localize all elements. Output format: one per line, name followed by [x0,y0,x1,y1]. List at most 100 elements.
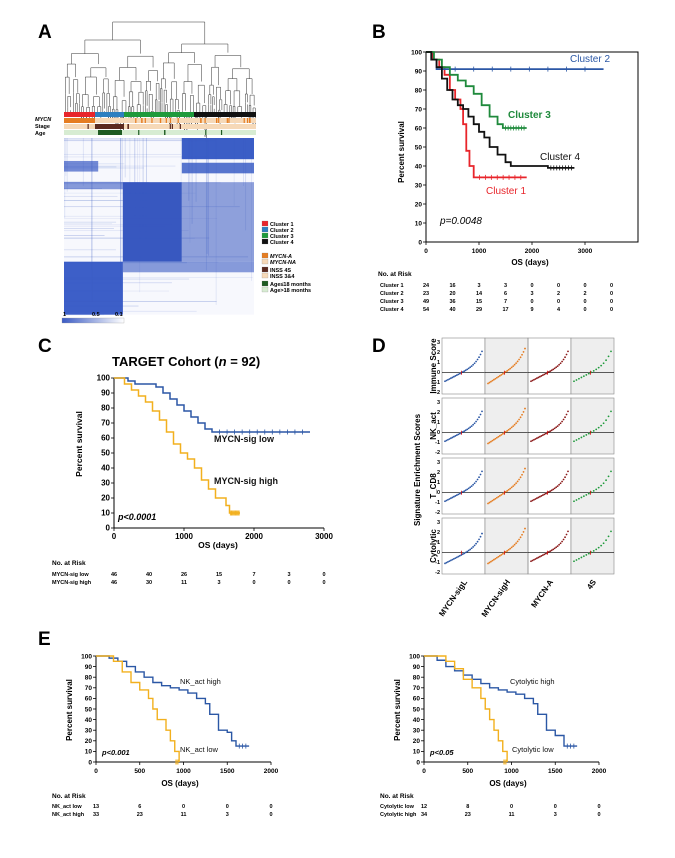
panel-d-point [507,368,510,371]
panel-d-point [562,418,565,421]
panel-d-point [575,499,578,501]
heatmap-scale-bar: 1 0.5 0.1 [61,312,125,324]
panel-d-point [558,363,561,366]
panel-d-point [495,376,498,379]
panel-d-cell [441,397,486,455]
risk-row-label: NK_act low [52,804,82,810]
y-tick-label: 100 [409,653,420,660]
panel-d-point [587,372,590,375]
risk-row-label: Cluster 1 [380,283,404,289]
panel-d-point [452,557,455,560]
x-tick-label: 0 [424,248,428,255]
panel-e2-xlabel: OS (days) [489,779,527,788]
risk-value: 6 [138,804,141,810]
heatmap-block [181,138,254,160]
heatmap-streak [64,188,103,189]
panel-d-point [506,489,509,492]
y-tick-label: 10 [101,508,110,517]
panel-d-point [555,366,558,369]
y-tick-label: 10 [415,220,423,227]
panel-d-point [455,434,458,437]
heatmap-streak [64,237,210,239]
risk-value: 15 [216,572,222,578]
mycn-amp-mark [200,118,202,123]
panel-c-title: TARGET Cohort (n = 92) [112,354,260,369]
heatmap-streak [64,237,195,239]
risk-value: 7 [504,299,507,305]
panel-d-point [605,359,607,362]
panel-d-point [466,428,469,431]
heatmap-streak [215,138,217,305]
panel-d-point [521,473,523,476]
panel-d-point [493,438,495,441]
panel-d-point [455,494,458,497]
mycn-amp-mark [151,118,153,123]
panel-d-point [549,490,552,493]
panel-d-point [573,440,575,443]
risk-value: 3 [287,572,290,578]
panel-d-point [452,495,455,498]
panel-d-point [522,471,525,473]
heatmap-streak [64,138,66,218]
panel-d-ytick: -1 [435,380,440,386]
panel-d-point [469,426,472,429]
panel-d-point [573,500,575,503]
risk-value: 0 [610,291,613,297]
panel-d-point [475,480,477,483]
x-tick-label: 3000 [315,532,333,541]
x-tick-label: 500 [134,768,145,775]
risk-value: 17 [502,307,508,313]
y-tick-label: 80 [413,675,421,682]
panel-d-point [470,425,473,427]
risk-value: 0 [226,804,229,810]
panel-d-enrichment-grid: Immune Score3210-1-2NK_act3210-1-2T_CD83… [429,337,615,619]
heatmap-streak [251,138,252,281]
y-tick-label: 70 [415,106,423,113]
panel-d-point [597,546,600,549]
panel-d-point [451,496,454,499]
y-tick-label: 20 [101,493,110,502]
panel-d-cell-bg [485,458,528,514]
panel-d-ytick: 1 [437,360,440,366]
panel-d-cell [527,397,572,455]
risk-value: 23 [465,812,471,818]
panel-d-cell [527,517,572,575]
heatmap-streak [64,138,230,140]
risk-value: 24 [423,283,430,289]
panel-d-point [463,490,466,493]
row-label-age: Age [35,131,45,137]
legend-label: INSS 4S [270,268,291,274]
heatmap-streak [64,221,117,223]
y-tick-label: 10 [85,749,93,756]
panel-d-point [543,493,546,496]
panel-d-point [448,438,451,440]
panel-d-cell [570,397,615,455]
risk-value: 0 [557,299,560,305]
panel-e-letter: E [38,629,51,650]
panel-d-point [472,423,475,426]
panel-d-point [493,378,495,381]
heatmap-streak [64,282,172,284]
heatmap-streak [64,218,218,219]
panel-d-point [516,480,519,483]
panel-d-point [541,494,544,497]
panel-d-point [540,375,543,377]
panel-d-point [538,495,541,498]
panel-d-point [559,482,562,485]
panel-d-point [515,542,518,545]
panel-d-point [555,486,558,489]
panel-d-point [592,429,595,432]
panel-d-point [515,422,518,425]
y-tick-label: 20 [413,738,421,745]
panel-d-point [536,497,538,500]
mycn-amp-mark [177,118,179,123]
panel-d-point [454,495,457,497]
km-curve-0 [114,377,310,433]
panel-d-point [587,492,590,495]
panel-d-point [600,424,603,427]
heatmap-streak [64,277,253,278]
heatmap-block [64,182,123,190]
panel-b-label-cluster4: Cluster 4 [540,152,580,163]
panel-d-point [494,377,497,380]
